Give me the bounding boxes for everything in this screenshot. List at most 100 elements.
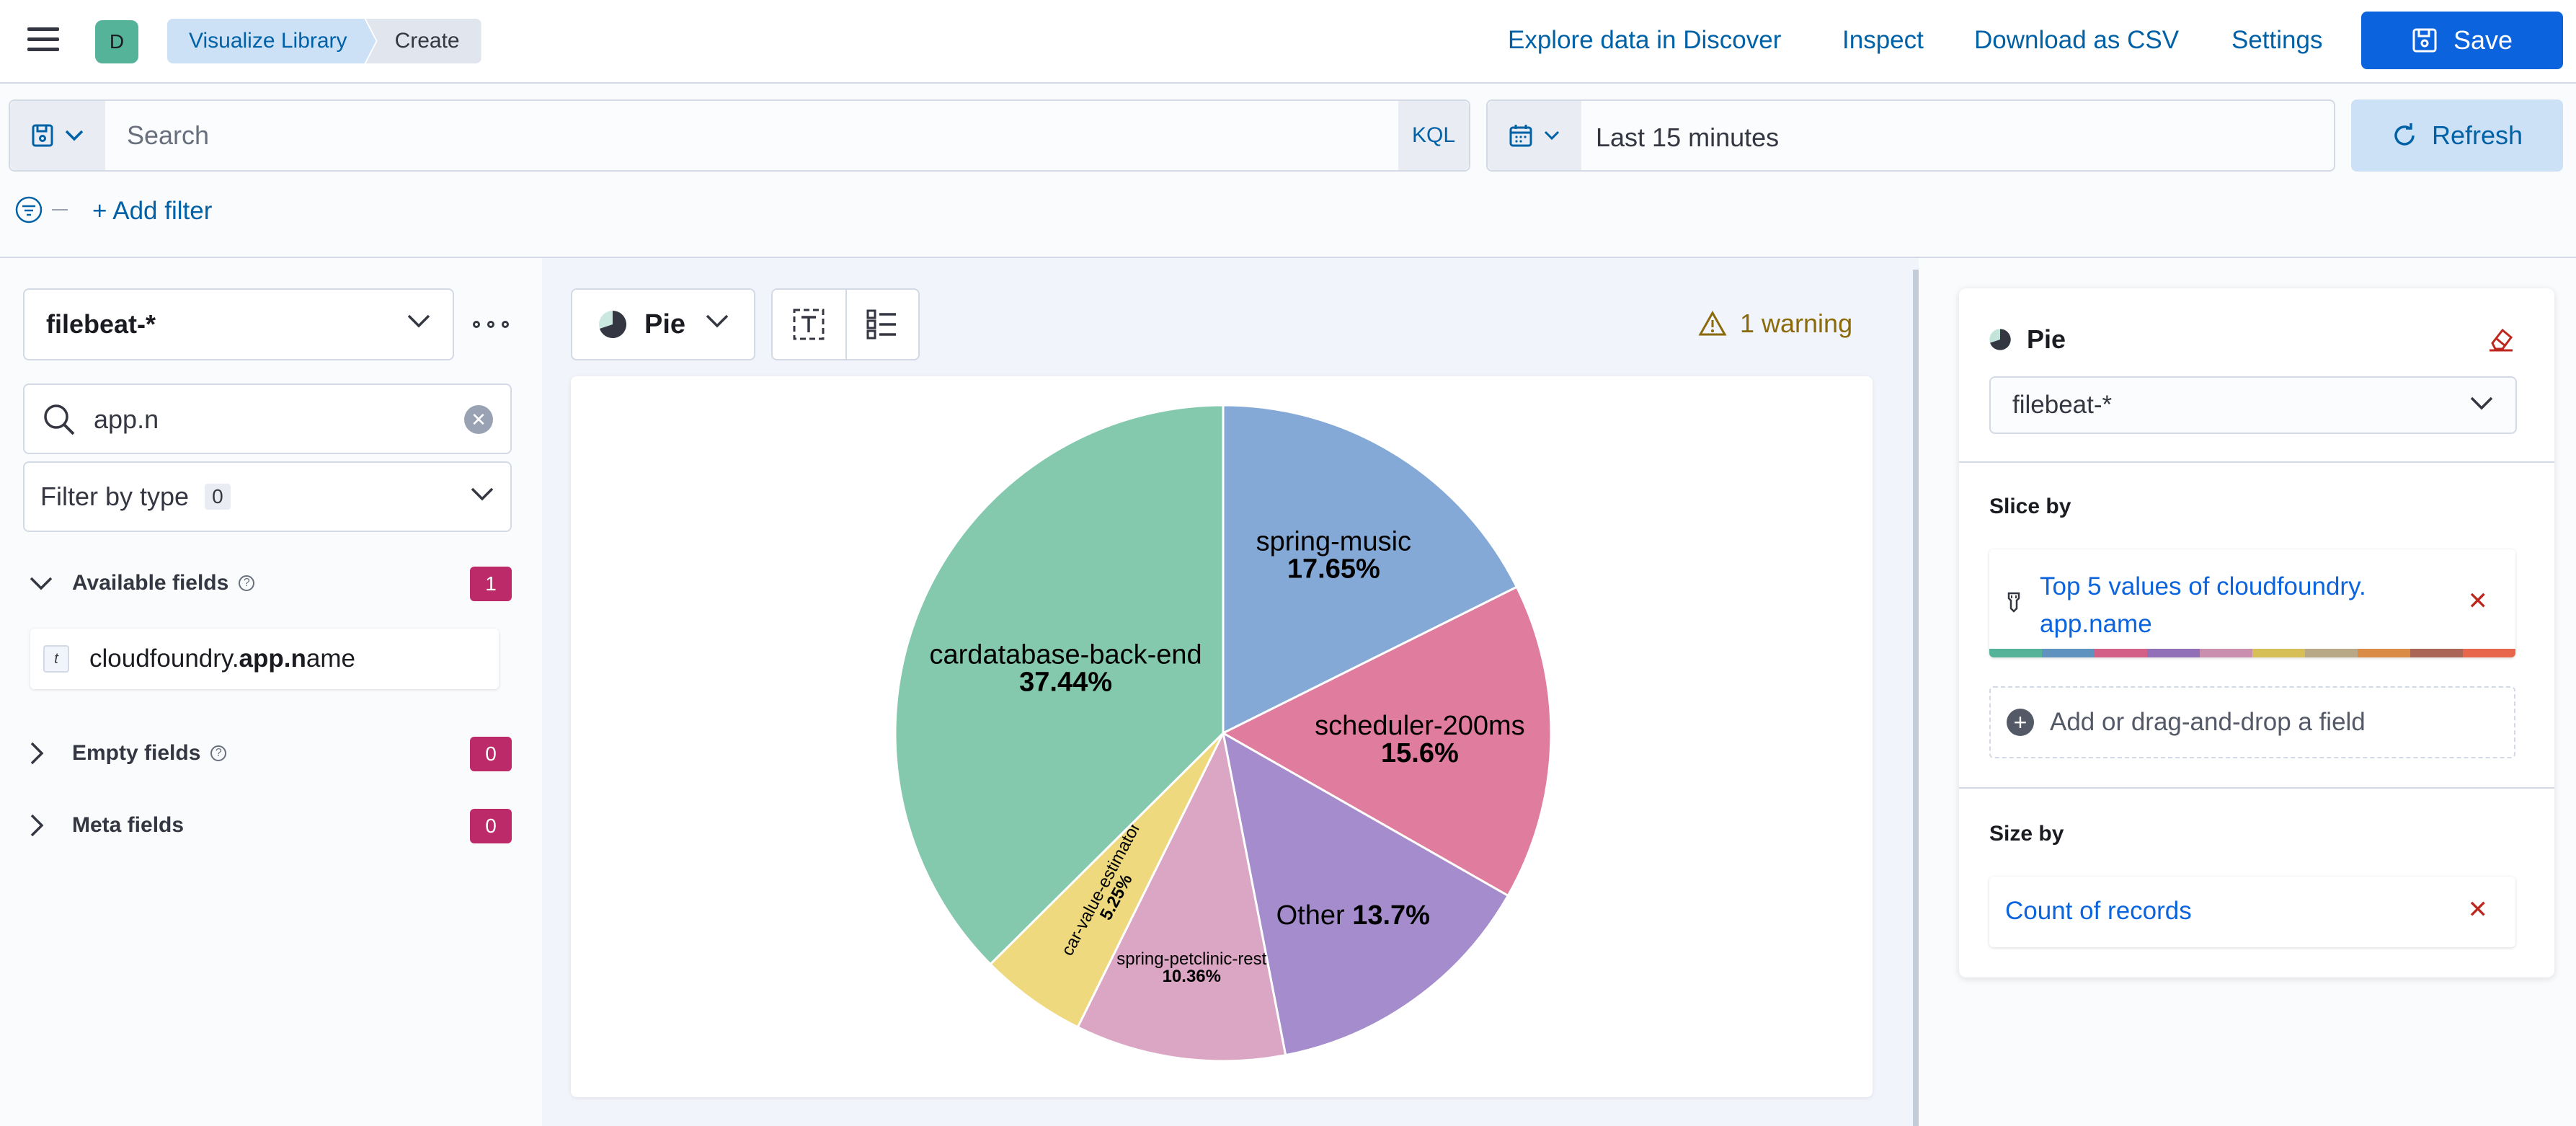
chart-type-switcher[interactable]: Pie — [571, 288, 755, 360]
palette-swatch — [2305, 649, 2358, 657]
pie-slice-percent: 37.44% — [1019, 667, 1112, 697]
chevron-down-icon — [2470, 396, 2493, 410]
labels-toggle[interactable] — [773, 290, 845, 359]
breadcrumb-create: Create — [365, 19, 481, 63]
empty-fields-label: Empty fields — [72, 741, 201, 765]
meta-fields-toggle[interactable]: Meta fields 0 — [29, 806, 512, 845]
pie-slice-name: spring-petclinic-rest — [1116, 949, 1266, 969]
kql-language-button[interactable]: KQL — [1398, 101, 1469, 170]
help-icon[interactable]: ? — [210, 745, 227, 761]
palette-swatch — [2410, 649, 2463, 657]
clear-layer-icon[interactable] — [2487, 324, 2515, 357]
breadcrumb-visualize-library[interactable]: Visualize Library — [167, 19, 376, 63]
pie-slice-label: Other 13.7% — [1276, 900, 1430, 931]
pie-slice-name: Other 13.7% — [1276, 900, 1430, 931]
color-palette-strip — [1989, 649, 2515, 657]
inspect-link[interactable]: Inspect — [1842, 26, 1924, 54]
index-pattern-label: filebeat-* — [46, 309, 156, 339]
palette-swatch — [2358, 649, 2410, 657]
workspace: Pie 1 warning spring-music 17.65% schedule… — [542, 258, 1919, 1126]
slice-by-dimension-label: Top 5 values of cloudfoundry. app.name — [2040, 572, 2366, 638]
search-input[interactable] — [105, 101, 1407, 170]
available-fields-label: Available fields — [72, 571, 229, 595]
size-by-label: Size by — [1989, 822, 2064, 846]
save-button[interactable]: Save — [2361, 12, 2563, 69]
date-picker: Last 15 minutes — [1486, 99, 2335, 172]
pie-slice-spring-petclinic-rest[interactable] — [1076, 730, 1287, 1063]
palette-swatch — [2147, 649, 2200, 657]
menu-icon[interactable] — [27, 27, 59, 56]
text-labels-icon — [793, 309, 825, 340]
header-divider — [0, 257, 2576, 258]
pie-slice-spring-music[interactable] — [1222, 404, 1519, 735]
quick-date-button[interactable] — [1488, 101, 1581, 170]
panel-resize-handle[interactable] — [1913, 270, 1919, 1126]
size-by-dimension[interactable]: Count of records ✕ — [1989, 877, 2515, 947]
chevron-down-icon — [706, 314, 729, 328]
palette-swatch — [1989, 649, 2042, 657]
pie-slice-car-value-estimator[interactable] — [988, 732, 1225, 1029]
layer-index-pattern-select[interactable]: filebeat-* — [1989, 376, 2517, 434]
help-icon[interactable]: ? — [239, 575, 255, 591]
chevron-right-icon — [30, 814, 44, 837]
pie-slice-name: spring-music — [1256, 527, 1411, 557]
space-avatar[interactable]: D — [95, 20, 138, 63]
more-options-icon[interactable] — [473, 311, 509, 337]
refresh-button[interactable]: Refresh — [2351, 99, 2563, 172]
divider — [1959, 461, 2554, 463]
pie-slice-percent: 17.65% — [1287, 554, 1380, 585]
slice-by-dimension[interactable]: Top 5 values of cloudfoundry. app.name ✕ — [1989, 549, 2515, 657]
pie-slice-other[interactable] — [1221, 731, 1510, 1057]
remove-dimension-icon[interactable]: ✕ — [2467, 896, 2489, 923]
explore-discover-link[interactable]: Explore data in Discover — [1508, 26, 1782, 54]
saved-query-button[interactable] — [10, 101, 105, 170]
meta-fields-label: Meta fields — [72, 813, 185, 837]
query-bar: KQL — [9, 99, 1470, 172]
palette-swatch — [2463, 649, 2515, 657]
saved-query-icon — [32, 124, 53, 147]
index-pattern-picker[interactable]: filebeat-* — [23, 288, 454, 360]
pie-slice-percent: 10.36% — [1163, 967, 1221, 986]
chevron-down-icon — [30, 577, 53, 590]
filter-icon[interactable] — [14, 195, 46, 227]
available-fields-count: 1 — [470, 567, 512, 601]
pie-slice-name: scheduler-200ms — [1315, 711, 1524, 741]
pie-slice-scheduler-200ms[interactable] — [1220, 585, 1553, 897]
empty-fields-toggle[interactable]: Empty fields ? 0 — [29, 734, 512, 773]
legend-toggle[interactable] — [845, 290, 918, 359]
save-icon — [2412, 28, 2437, 53]
warning-button[interactable]: 1 warning — [1698, 309, 1852, 339]
settings-link[interactable]: Settings — [2231, 26, 2323, 54]
config-panel: Pie filebeat-* Slice by Top 5 values of … — [1959, 288, 2554, 978]
add-filter-button[interactable]: + Add filter — [92, 197, 213, 225]
time-range-display[interactable]: Last 15 minutes — [1596, 123, 1780, 152]
divider — [1959, 787, 2554, 789]
filter-by-type-dropdown[interactable]: Filter by type 0 — [23, 461, 512, 532]
pie-slice-name: cardatabase-back-end — [930, 639, 1202, 670]
pie-slice-percent: 15.6% — [1381, 738, 1459, 768]
drag-handle-icon[interactable] — [2007, 591, 2021, 613]
warning-label: 1 warning — [1740, 309, 1853, 338]
save-label: Save — [2453, 25, 2513, 55]
download-csv-link[interactable]: Download as CSV — [1974, 26, 2180, 54]
available-fields-toggle[interactable]: Available fields ? 1 — [29, 564, 512, 603]
meta-fields-count: 0 — [470, 809, 512, 843]
chevron-down-icon — [65, 130, 84, 141]
add-field-dropzone[interactable]: + Add or drag-and-drop a field — [1989, 686, 2515, 758]
pie-slice-cardatabase-back-end[interactable] — [894, 404, 1225, 966]
remove-dimension-icon[interactable]: ✕ — [2467, 588, 2489, 615]
add-field-label: Add or drag-and-drop a field — [2050, 708, 2366, 736]
empty-fields-count: 0 — [470, 737, 512, 771]
layer-index-pattern-label: filebeat-* — [2012, 391, 2113, 419]
field-search-input[interactable] — [94, 398, 440, 441]
field-item-cloudfoundry-app-name[interactable]: t cloudfoundry.app.name — [30, 629, 499, 689]
warning-icon — [1698, 311, 1727, 336]
clear-search-icon[interactable]: ✕ — [464, 405, 493, 434]
chevron-down-icon — [1544, 130, 1560, 141]
divider-dash — [52, 209, 68, 210]
